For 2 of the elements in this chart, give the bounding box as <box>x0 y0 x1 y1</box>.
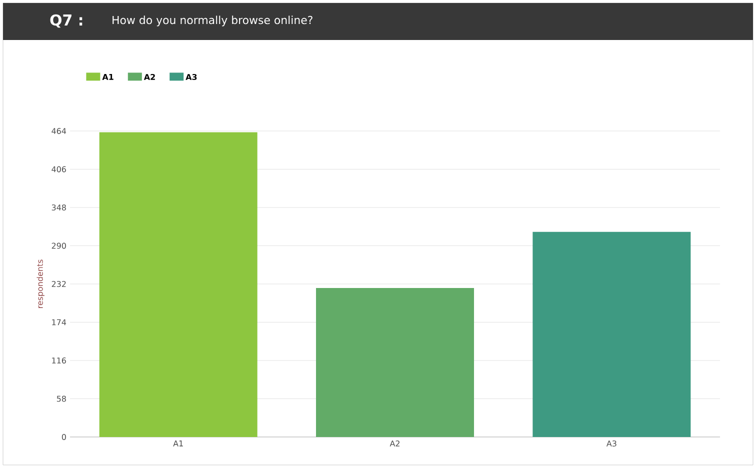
chart-subtitle: How do you normally browse online? <box>112 16 312 26</box>
chart-title: Q7 : <box>50 14 82 28</box>
